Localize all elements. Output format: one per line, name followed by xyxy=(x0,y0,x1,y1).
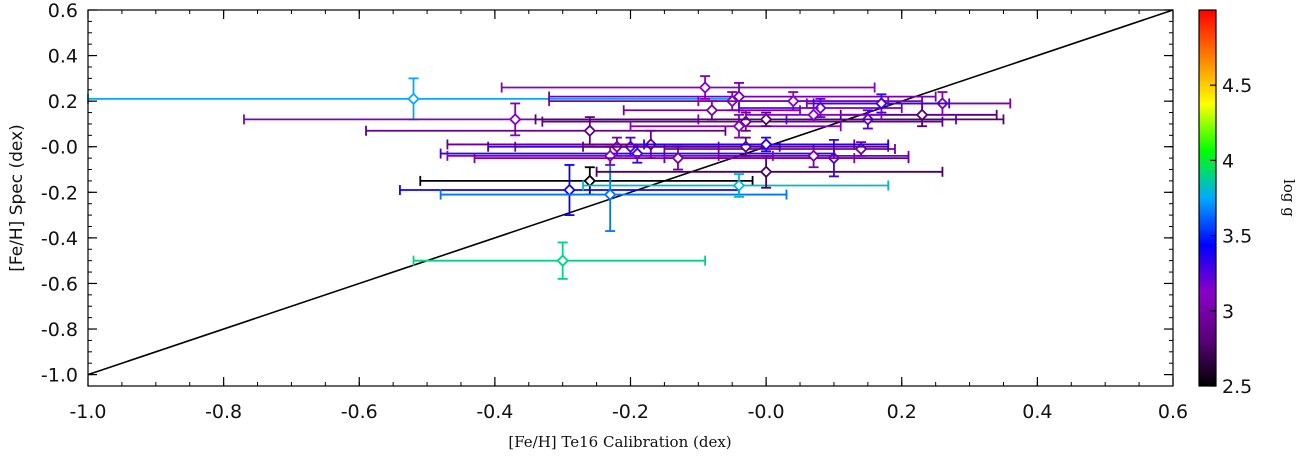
data-point xyxy=(744,107,883,123)
data-point xyxy=(412,241,706,280)
y-tick-label: -0.4 xyxy=(41,228,78,250)
x-tick-label: 0.4 xyxy=(1022,401,1052,423)
axes: -1.0 -0.8 -0.6 -0.4 -0.2 -0.0 0.2 0.4 0.6 0.6 0.4 0… xyxy=(41,0,1188,423)
diamond-marker xyxy=(705,103,719,117)
diamond-marker xyxy=(807,149,820,163)
data-point xyxy=(595,154,944,189)
diamond-marker xyxy=(759,138,773,151)
data-point xyxy=(643,136,890,153)
diamond-marker xyxy=(732,179,746,192)
reference-line xyxy=(87,9,1174,376)
data-point xyxy=(500,75,876,100)
y-tick-label: -0.2 xyxy=(41,182,78,204)
diamond-marker xyxy=(583,174,597,188)
colorbar-tick-label: 4.5 xyxy=(1222,75,1252,97)
diamond-marker xyxy=(508,113,522,126)
diamond-marker xyxy=(583,124,597,138)
data-point xyxy=(439,143,835,164)
one-to-one-line xyxy=(87,9,1174,376)
y-tick-label: 0.4 xyxy=(48,46,78,68)
colorbar-tick-label: 2.5 xyxy=(1222,376,1252,398)
y-axis-label: [Fe/H] Spec (dex) xyxy=(7,124,27,272)
plot-frame xyxy=(87,9,1174,387)
y-tick-label: -0.8 xyxy=(41,319,78,341)
data-point xyxy=(697,91,890,112)
data-points xyxy=(87,75,1012,280)
diamond-marker xyxy=(671,151,685,165)
diamond-marker xyxy=(786,94,800,108)
y-tick-label: 0.6 xyxy=(48,0,78,22)
x-tick-label: -0.2 xyxy=(612,401,649,423)
diamond-marker xyxy=(631,147,644,160)
x-axis-label: [Fe/H] Te16 Calibration (dex) xyxy=(508,433,731,451)
colorbar-gradient xyxy=(1198,9,1217,387)
x-tick-label: 0.2 xyxy=(887,401,917,423)
data-point xyxy=(87,77,740,121)
y-tick-label: -0.0 xyxy=(41,137,78,159)
diamond-marker xyxy=(603,188,617,201)
colorbar-tick-label: 3 xyxy=(1222,301,1234,323)
y-tick-label: -0.6 xyxy=(41,273,78,295)
diamond-marker xyxy=(915,108,929,122)
y-tick-label: -1.0 xyxy=(41,365,78,387)
colorbar-tick-label: 4 xyxy=(1222,150,1234,172)
data-point xyxy=(622,100,801,121)
y-tick-label: 0.2 xyxy=(48,91,78,113)
diamond-marker xyxy=(698,81,712,94)
diamond-marker xyxy=(739,140,753,154)
colorbar: 2.5 3 3.5 4 4.5 xyxy=(1198,9,1252,398)
diamond-marker xyxy=(563,183,576,197)
x-tick-label: -0.4 xyxy=(476,401,513,423)
x-tick-label: -0.8 xyxy=(205,401,242,423)
diamond-marker xyxy=(556,254,569,267)
data-point xyxy=(629,113,842,139)
x-tick-label: -0.0 xyxy=(748,401,785,423)
diamond-marker xyxy=(759,165,773,179)
colorbar-label: log g xyxy=(1280,179,1298,217)
diamond-marker xyxy=(807,108,820,122)
data-point xyxy=(582,173,890,198)
x-tick-label: -1.0 xyxy=(69,401,106,423)
diamond-marker xyxy=(814,101,827,115)
colorbar-tick-label: 3.5 xyxy=(1222,226,1252,248)
diamond-marker xyxy=(854,142,868,156)
x-tick-label: 0.6 xyxy=(1158,401,1188,423)
diamond-marker xyxy=(603,149,617,163)
data-point xyxy=(439,157,788,232)
diamond-marker xyxy=(407,92,420,106)
diamond-marker xyxy=(875,97,888,110)
data-point xyxy=(365,116,727,146)
diamond-marker xyxy=(759,113,773,126)
x-tick-label: -0.6 xyxy=(341,401,378,423)
diamond-marker xyxy=(732,119,746,133)
